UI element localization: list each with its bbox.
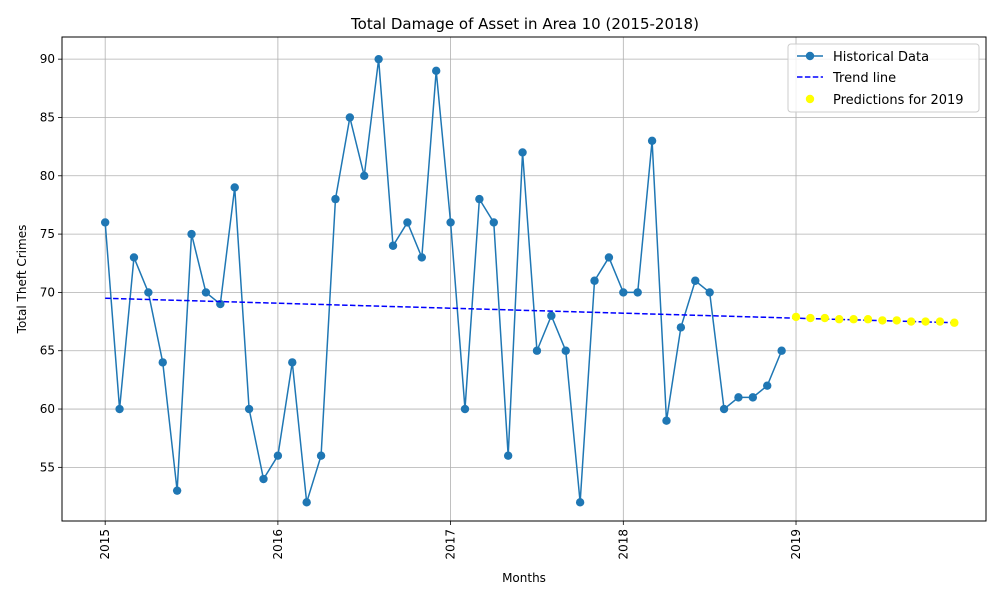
historical-data-point	[115, 404, 124, 414]
historical-data-point	[417, 253, 427, 262]
x-axis-label: Months	[502, 571, 546, 585]
prediction-point	[892, 316, 901, 325]
historical-data-point	[763, 381, 772, 390]
historical-data-point	[201, 288, 211, 297]
historical-data-point	[374, 54, 383, 64]
historical-data-point	[777, 346, 786, 355]
y-axis-ticks: 55 60 65 70 75 80 85 90	[40, 52, 62, 474]
prediction-point	[834, 315, 844, 324]
historical-data-point	[489, 218, 498, 227]
prediction-point	[950, 318, 959, 327]
prediction-point	[820, 313, 830, 323]
prediction-point	[935, 317, 945, 326]
y-tick-label: 85	[40, 110, 55, 124]
historical-data-point	[590, 276, 599, 285]
historical-data-point	[719, 404, 729, 414]
x-tick-label: 2018	[616, 529, 630, 560]
legend-trend-label: Trend line	[832, 71, 896, 86]
historical-data-point	[691, 276, 700, 285]
prediction-point	[878, 316, 887, 325]
y-tick-label: 65	[40, 344, 55, 358]
legend-prediction-marker	[805, 94, 815, 104]
historical-data-point	[331, 194, 340, 204]
plot-series	[100, 54, 959, 507]
legend-prediction-label: Predictions for 2019	[833, 93, 964, 108]
historical-data-point	[633, 288, 642, 297]
historical-data-point	[532, 346, 542, 355]
historical-data-point	[604, 253, 614, 262]
prediction-point	[849, 315, 858, 324]
historical-data-point	[316, 451, 326, 460]
historical-data-point	[748, 393, 758, 402]
historical-data-point	[129, 253, 139, 262]
historical-data-point	[619, 288, 628, 297]
historical-data-point	[360, 171, 369, 180]
prediction-point	[806, 313, 815, 323]
y-tick-label: 70	[40, 285, 55, 299]
legend-historical-label: Historical Data	[833, 50, 929, 65]
prediction-point	[791, 312, 801, 322]
historical-data-point	[432, 66, 441, 76]
historical-data-point	[547, 311, 556, 320]
historical-data-point	[662, 416, 671, 425]
historical-data-point	[676, 323, 686, 332]
y-tick-label: 90	[40, 52, 55, 66]
x-axis-ticks: 2015 2016 2017 2018 2019	[98, 521, 803, 560]
historical-data-point	[561, 346, 570, 355]
historical-data-point	[273, 451, 283, 460]
historical-data-point	[705, 288, 714, 297]
x-tick-label: 2019	[789, 529, 803, 560]
legend-box	[787, 43, 980, 113]
historical-data-point	[647, 136, 657, 145]
prediction-point	[863, 315, 873, 324]
historical-data-point	[475, 194, 484, 204]
historical-data-point	[288, 358, 297, 367]
historical-data-point	[259, 474, 268, 484]
historical-data-point	[446, 218, 455, 227]
historical-data-point	[230, 183, 239, 192]
historical-data-line	[104, 59, 783, 503]
historical-data-point	[460, 404, 470, 414]
legend: Historical Data Trend line Predictions f…	[787, 43, 980, 113]
historical-data-point	[575, 498, 585, 507]
historical-data-point	[518, 148, 527, 157]
prediction-point	[906, 317, 916, 326]
plot-frame	[61, 36, 987, 522]
chart-title: Total Damage of Asset in Area 10 (2015-2…	[350, 15, 699, 33]
prediction-point	[921, 317, 930, 326]
historical-data-point	[734, 393, 743, 402]
y-tick-label: 55	[40, 460, 55, 474]
historical-data-point	[158, 358, 167, 367]
historical-data-point	[388, 241, 398, 250]
historical-data-point	[187, 229, 196, 239]
historical-data-point	[144, 288, 153, 297]
historical-data-point	[172, 486, 182, 495]
historical-data-point	[403, 218, 412, 227]
historical-data-point	[100, 218, 110, 227]
x-tick-label: 2017	[444, 529, 458, 560]
historical-data-point	[503, 451, 513, 460]
legend-historical-marker	[805, 51, 815, 61]
historical-data-point	[345, 113, 355, 122]
y-tick-label: 60	[40, 402, 55, 416]
y-tick-label: 75	[40, 227, 55, 241]
y-axis-label: Total Theft Crimes	[15, 225, 29, 335]
y-tick-label: 80	[40, 169, 55, 183]
historical-data-point	[244, 404, 254, 414]
x-tick-label: 2015	[98, 529, 112, 560]
x-tick-label: 2016	[271, 529, 285, 560]
historical-data-point	[302, 498, 311, 507]
